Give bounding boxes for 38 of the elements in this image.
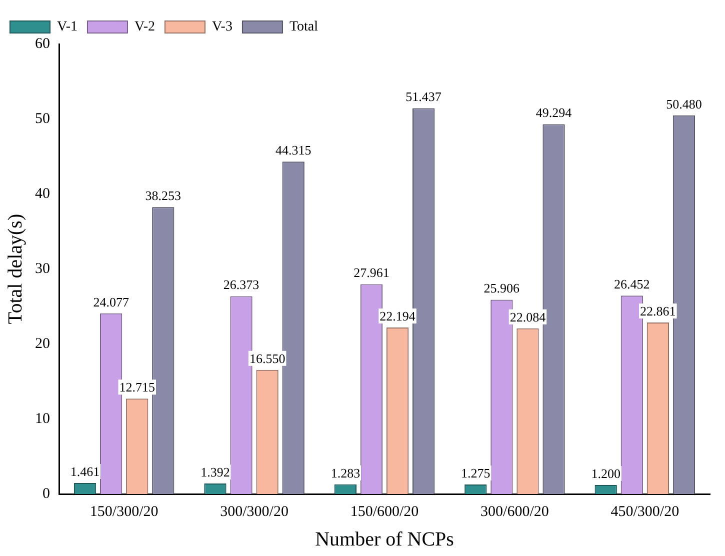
y-axis-title: Total delay(s): [4, 214, 26, 324]
data-label: 16.550: [249, 350, 286, 366]
legend-label: V-3: [212, 20, 232, 35]
data-label: 24.077: [93, 294, 130, 310]
y-tick-label: 30: [35, 260, 50, 277]
data-label: 22.194: [380, 308, 416, 324]
data-label: 12.715: [119, 380, 155, 395]
legend-label: V-1: [57, 20, 78, 35]
data-label: 38.253: [145, 188, 182, 204]
data-label: 22.861: [640, 303, 676, 318]
legend-label: Total: [289, 20, 318, 35]
data-label: 25.906: [484, 280, 520, 296]
data-label: 26.452: [614, 276, 650, 292]
legend-label: V-2: [134, 20, 155, 35]
data-label: 44.315: [275, 142, 312, 158]
y-tick-label: 60: [35, 36, 50, 52]
x-tick-label: 450/300/20: [610, 504, 680, 520]
x-tick-label: 300/300/20: [220, 504, 288, 520]
y-tick-label: 10: [35, 410, 50, 427]
data-label: 51.437: [406, 89, 442, 104]
y-tick-label: 40: [35, 186, 50, 202]
x-tick-label: 150/600/20: [350, 504, 419, 520]
data-label: 1.200: [591, 466, 620, 481]
data-label: 50.480: [666, 96, 702, 112]
x-axis-title: Number of NCPs: [315, 528, 454, 550]
data-label: 1.461: [70, 464, 100, 479]
data-label: 1.283: [330, 465, 360, 480]
data-label: 49.294: [536, 105, 572, 120]
data-label: 26.373: [223, 277, 260, 292]
x-tick-label: 300/600/20: [480, 504, 549, 520]
y-tick-label: 50: [35, 110, 50, 127]
data-label: 22.084: [510, 309, 546, 324]
data-label: 27.961: [354, 265, 390, 280]
data-label: 1.275: [461, 465, 490, 480]
data-label: 1.392: [200, 464, 230, 480]
y-tick-label: 0: [42, 486, 50, 502]
y-tick-label: 20: [35, 336, 50, 352]
x-tick-label: 150/300/20: [90, 504, 158, 520]
